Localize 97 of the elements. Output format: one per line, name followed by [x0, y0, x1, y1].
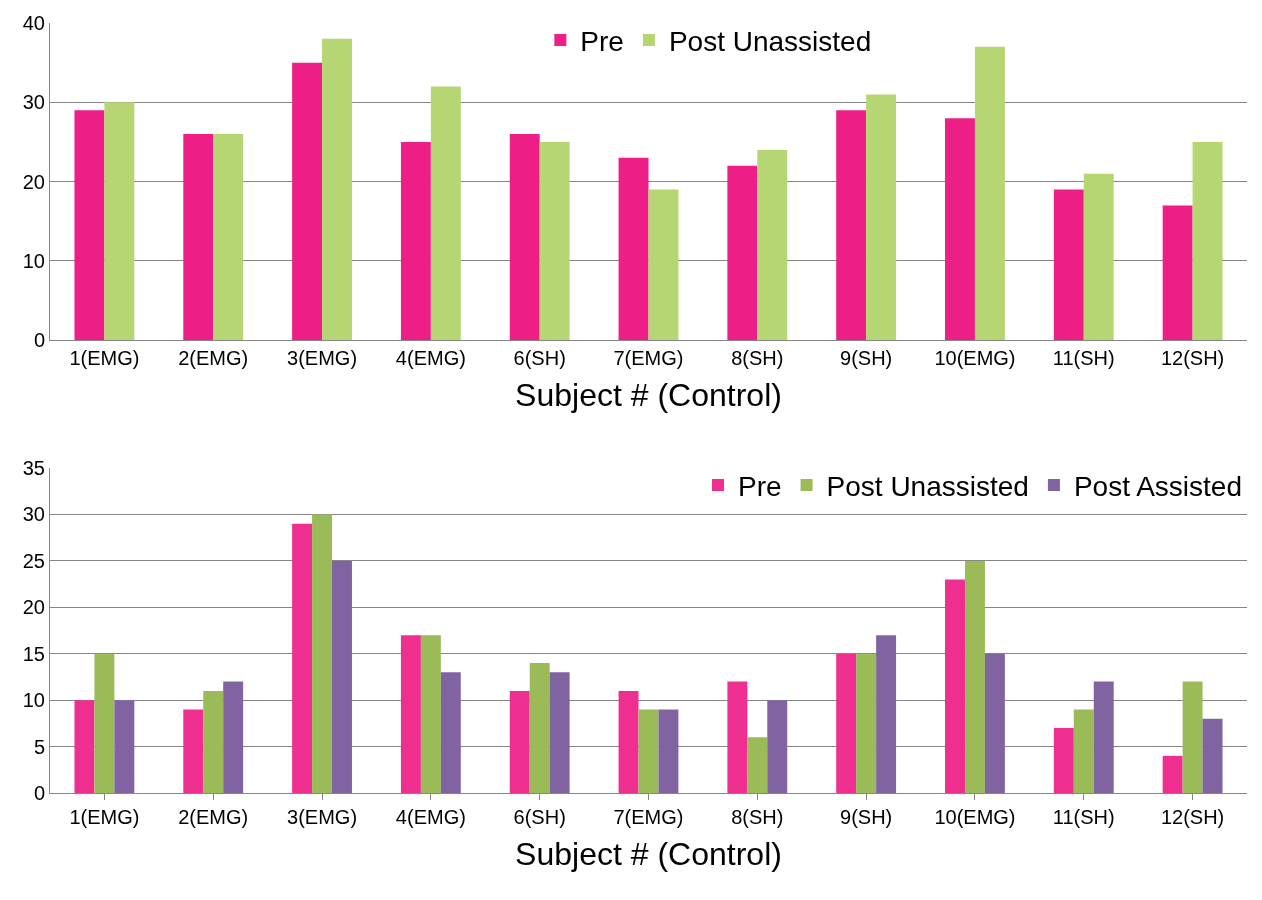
y-tick-label: 30 [22, 503, 45, 526]
bar [767, 700, 788, 793]
x-tick-label: 10(EMG) [934, 806, 1016, 828]
y-tick-label: 0 [33, 329, 45, 352]
bar [74, 700, 95, 793]
bar [876, 635, 897, 793]
y-tick-label: 15 [22, 642, 45, 665]
y-tick-label: 25 [22, 549, 45, 572]
bar [430, 86, 461, 341]
y-tick-label: 35 [22, 457, 45, 480]
x-tick-label: 2(EMG) [178, 806, 249, 828]
bar [836, 653, 857, 793]
x-tick-label: 9(SH) [840, 347, 893, 370]
x-tick-label: 7(EMG) [613, 347, 684, 370]
x-tick-label: 3(EMG) [287, 347, 358, 370]
legend-label: Pre [738, 470, 782, 502]
bar [549, 672, 570, 793]
bar [757, 149, 788, 341]
x-tick-label: 6(SH) [513, 347, 566, 370]
x-tick-label: 10(EMG) [934, 347, 1016, 370]
y-tick-label: 0 [33, 782, 45, 804]
x-tick-label: 11(SH) [1052, 806, 1115, 828]
bar [529, 663, 550, 793]
x-tick-label: 4(EMG) [395, 347, 466, 370]
bar [183, 709, 204, 793]
y-tick-label: 20 [22, 596, 45, 619]
bar [1053, 728, 1074, 793]
bar [1073, 709, 1094, 793]
bar [322, 38, 352, 341]
bar [1083, 173, 1114, 341]
legend-label: Post Assisted [1073, 470, 1242, 502]
bar [658, 709, 679, 793]
bar [984, 653, 1005, 793]
bar [945, 579, 965, 793]
bar [1093, 681, 1114, 793]
x-tick-label: 1(EMG) [69, 347, 140, 370]
bar [1182, 681, 1203, 793]
bar [638, 709, 659, 793]
bar [94, 653, 115, 793]
x-tick-label: 12(SH) [1160, 347, 1225, 370]
bar [420, 635, 441, 793]
y-tick-label: 40 [22, 12, 45, 34]
legend-label: Pre [580, 25, 624, 57]
bar [292, 62, 323, 341]
y-tick-label: 10 [22, 689, 45, 712]
bar [727, 681, 748, 793]
bar [440, 672, 461, 793]
bar [509, 690, 530, 793]
x-tick-label: 3(EMG) [287, 806, 358, 828]
y-tick-label: 20 [22, 170, 45, 193]
x-tick-label: 6(SH) [513, 806, 566, 828]
x-tick-label: 2(EMG) [178, 347, 249, 370]
bar [332, 560, 352, 793]
x-tick-label: 7(EMG) [613, 806, 684, 828]
x-axis-title: Subject # (Control) [515, 377, 782, 414]
bar [104, 102, 135, 341]
bar [74, 110, 105, 341]
bar [866, 94, 897, 341]
x-tick-label: 12(SH) [1160, 806, 1225, 828]
x-tick-label: 8(SH) [731, 806, 784, 828]
x-tick-label: 9(SH) [840, 806, 893, 828]
bar [974, 46, 1005, 341]
bar [1192, 141, 1223, 341]
bar [400, 635, 421, 793]
bar [509, 134, 540, 341]
bar [836, 110, 867, 341]
bar [618, 690, 639, 793]
x-tick-label: 11(SH) [1052, 347, 1115, 370]
x-tick-label: 4(EMG) [395, 806, 466, 828]
y-tick-label: 10 [22, 249, 45, 272]
bar [1202, 718, 1223, 793]
bar [539, 141, 570, 341]
bar [618, 157, 649, 341]
x-tick-label: 1(EMG) [69, 806, 140, 828]
bar [747, 737, 768, 793]
y-tick-label: 5 [33, 735, 45, 758]
y-tick-label: 30 [22, 91, 45, 114]
bar [400, 141, 431, 341]
bar [213, 134, 244, 341]
bar [1053, 189, 1084, 341]
bar [114, 700, 135, 793]
bar [1162, 755, 1183, 793]
bar [856, 653, 877, 793]
bar [203, 690, 224, 793]
bar [964, 560, 985, 793]
legend-label: Post Unassisted [668, 25, 872, 57]
x-tick-label: 8(SH) [731, 347, 784, 370]
bar [223, 681, 244, 793]
bar [727, 165, 758, 341]
bar [292, 523, 313, 793]
bar [312, 514, 333, 793]
bar [648, 189, 679, 341]
bar [945, 118, 975, 341]
bar [1162, 205, 1193, 341]
legend-label: Post Unassisted [826, 470, 1029, 502]
x-axis-title: Subject # (Control) [515, 835, 782, 872]
bar [183, 134, 214, 341]
